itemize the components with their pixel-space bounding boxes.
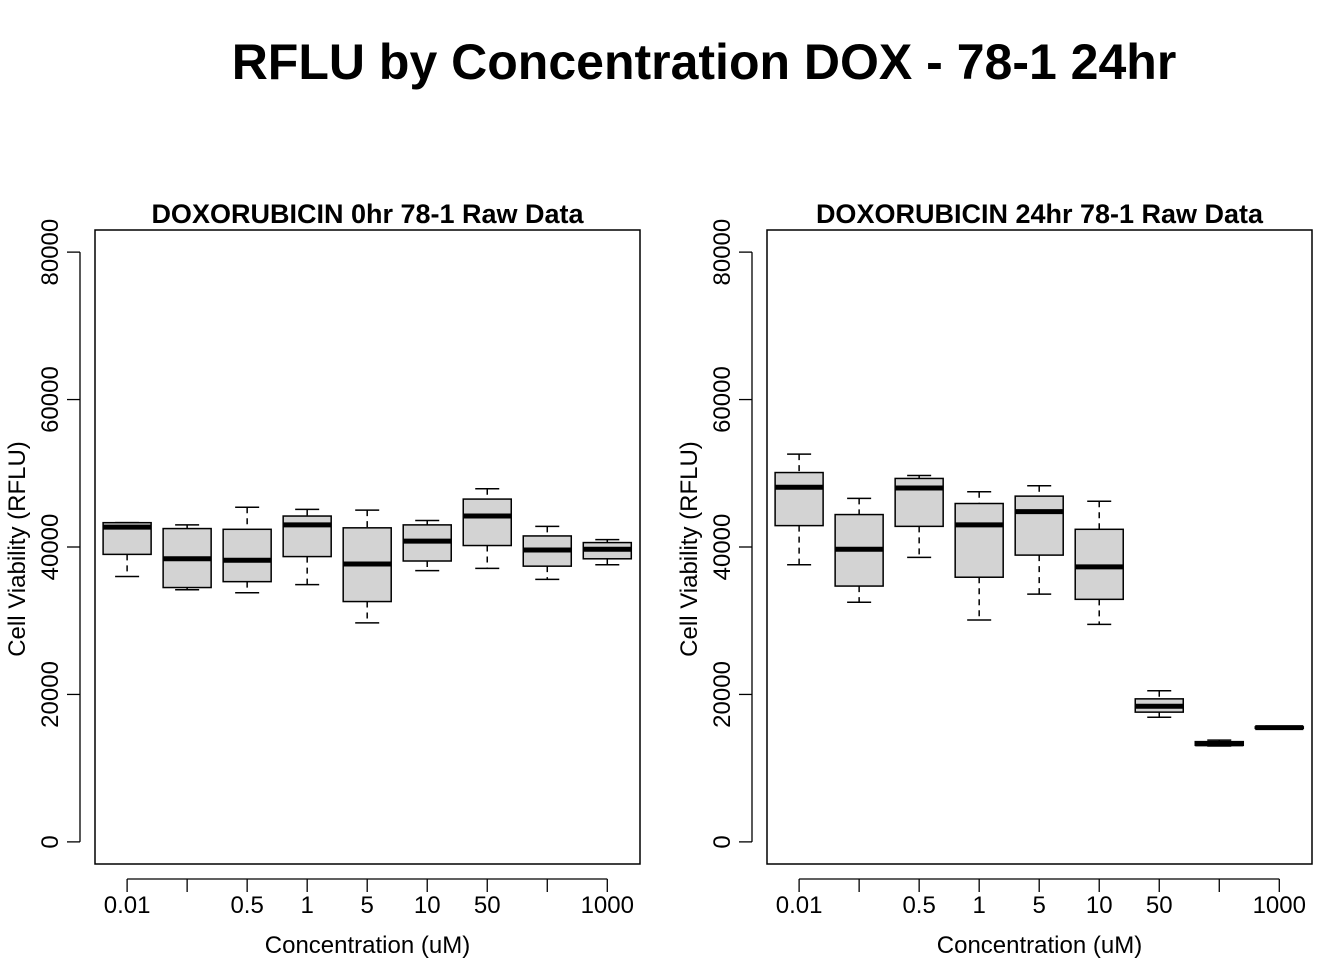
box-0.5	[894, 474, 944, 559]
x-tick-label: 1	[972, 892, 985, 919]
x-axis: 0.01 0.5 1 5 10 50 1000	[776, 878, 1306, 919]
plot-frame	[94, 229, 641, 865]
x-tick-label: 1	[300, 892, 313, 919]
box-iqr	[774, 471, 824, 527]
x-tick-label: 0.01	[776, 892, 823, 919]
chart-panel-2: DOXORUBICIN 24hr 78-1 Raw Data 0 20000 4000…	[676, 199, 1313, 959]
x-axis-label: Concentration (uM)	[265, 932, 470, 959]
box-iqr	[282, 515, 332, 558]
x-tick-label: 10	[1086, 892, 1113, 919]
y-axis-label: Cell Viability (RFLU)	[676, 441, 703, 657]
box-0.1	[834, 497, 884, 604]
box-0.01	[774, 453, 824, 566]
plot-frame	[766, 229, 1313, 865]
subplot-title: DOXORUBICIN 24hr 78-1 Raw Data	[816, 199, 1264, 229]
y-tick-label: 0	[37, 835, 64, 848]
box-10	[402, 519, 452, 572]
main-title: RFLU by Concentration DOX - 78-1 24hr	[231, 34, 1177, 90]
x-tick-label: 50	[474, 892, 501, 919]
x-tick-label: 5	[1033, 892, 1046, 919]
x-axis-label: Concentration (uM)	[937, 932, 1142, 959]
box-5	[342, 509, 392, 624]
y-axis-label: Cell Viability (RFLU)	[4, 441, 31, 657]
y-tick-label: 40000	[709, 514, 736, 581]
box-iqr	[1014, 495, 1064, 556]
y-tick-label: 80000	[37, 219, 64, 286]
y-tick-label: 80000	[709, 219, 736, 286]
x-tick-label: 0.5	[902, 892, 935, 919]
box-0.1	[162, 524, 212, 591]
box-100	[522, 525, 573, 581]
box-10	[1074, 500, 1124, 626]
chart-panel-1: DOXORUBICIN 0hr 78-1 Raw Data 0 20000 40000…	[4, 199, 641, 959]
box-50	[462, 488, 513, 570]
y-tick-label: 0	[709, 835, 736, 848]
box-1	[282, 508, 332, 586]
x-axis: 0.01 0.5 1 5 10 50 1000	[104, 878, 634, 919]
x-tick-label: 0.5	[230, 892, 263, 919]
box-0.01	[102, 521, 152, 578]
y-tick-label: 20000	[37, 661, 64, 728]
y-axis: 0 20000 40000 60000 80000	[709, 219, 753, 849]
x-tick-label: 1000	[581, 892, 634, 919]
box-100	[1194, 739, 1245, 747]
box-iqr	[954, 502, 1004, 578]
subplot-title: DOXORUBICIN 0hr 78-1 Raw Data	[151, 199, 584, 229]
y-tick-label: 20000	[709, 661, 736, 728]
box-1000	[1254, 725, 1305, 731]
y-axis: 0 20000 40000 60000 80000	[37, 219, 81, 849]
box-1	[954, 490, 1004, 621]
x-tick-label: 1000	[1253, 892, 1306, 919]
x-tick-label: 0.01	[104, 892, 151, 919]
x-tick-label: 5	[361, 892, 374, 919]
box-1000	[582, 538, 633, 566]
box-iqr	[462, 498, 513, 547]
x-tick-label: 10	[414, 892, 441, 919]
box-iqr	[1074, 528, 1124, 601]
y-tick-label: 60000	[37, 366, 64, 433]
y-tick-label: 60000	[709, 366, 736, 433]
box-0.5	[222, 506, 272, 594]
box-50	[1134, 690, 1185, 719]
box-iqr	[222, 528, 272, 583]
x-tick-label: 50	[1146, 892, 1173, 919]
box-5	[1014, 485, 1064, 595]
y-tick-label: 40000	[37, 514, 64, 581]
